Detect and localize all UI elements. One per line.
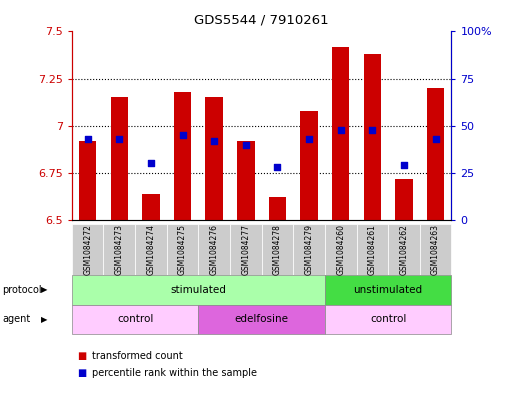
- Text: GSM1084263: GSM1084263: [431, 224, 440, 275]
- Text: ■: ■: [77, 351, 86, 361]
- Text: percentile rank within the sample: percentile rank within the sample: [92, 368, 258, 378]
- Point: [273, 164, 282, 171]
- Bar: [396, 178, 412, 220]
- Point: [431, 136, 440, 142]
- Text: transformed count: transformed count: [92, 351, 183, 361]
- Text: GDS5544 / 7910261: GDS5544 / 7910261: [194, 14, 329, 27]
- Text: GSM1084274: GSM1084274: [146, 224, 155, 275]
- Text: ■: ■: [77, 368, 86, 378]
- Text: edelfosine: edelfosine: [234, 314, 289, 324]
- Bar: [301, 111, 318, 220]
- Point: [84, 136, 92, 142]
- Text: GSM1084261: GSM1084261: [368, 224, 377, 275]
- Text: GSM1084277: GSM1084277: [241, 224, 250, 275]
- Point: [368, 127, 377, 133]
- Text: GSM1084279: GSM1084279: [305, 224, 313, 275]
- Bar: [364, 54, 381, 220]
- Text: GSM1084276: GSM1084276: [210, 224, 219, 275]
- Bar: [427, 88, 444, 220]
- Text: GSM1084278: GSM1084278: [273, 224, 282, 275]
- Point: [115, 136, 124, 142]
- Bar: [174, 92, 191, 220]
- Point: [147, 160, 155, 167]
- Text: agent: agent: [3, 314, 31, 324]
- Bar: [79, 141, 96, 220]
- Text: stimulated: stimulated: [170, 285, 226, 295]
- Point: [242, 141, 250, 148]
- Text: unstimulated: unstimulated: [353, 285, 423, 295]
- Text: GSM1084260: GSM1084260: [336, 224, 345, 275]
- Bar: [332, 46, 349, 220]
- Point: [337, 127, 345, 133]
- Text: ▶: ▶: [41, 315, 48, 324]
- Text: GSM1084275: GSM1084275: [178, 224, 187, 275]
- Text: protocol: protocol: [3, 285, 42, 295]
- Bar: [142, 194, 160, 220]
- Text: ▶: ▶: [41, 285, 48, 294]
- Bar: [269, 197, 286, 220]
- Point: [179, 132, 187, 138]
- Bar: [206, 97, 223, 220]
- Text: GSM1084262: GSM1084262: [400, 224, 408, 275]
- Text: GSM1084273: GSM1084273: [115, 224, 124, 275]
- Point: [400, 162, 408, 169]
- Bar: [237, 141, 254, 220]
- Point: [305, 136, 313, 142]
- Text: GSM1084272: GSM1084272: [83, 224, 92, 275]
- Text: control: control: [370, 314, 406, 324]
- Text: control: control: [117, 314, 153, 324]
- Bar: [111, 97, 128, 220]
- Point: [210, 138, 219, 144]
